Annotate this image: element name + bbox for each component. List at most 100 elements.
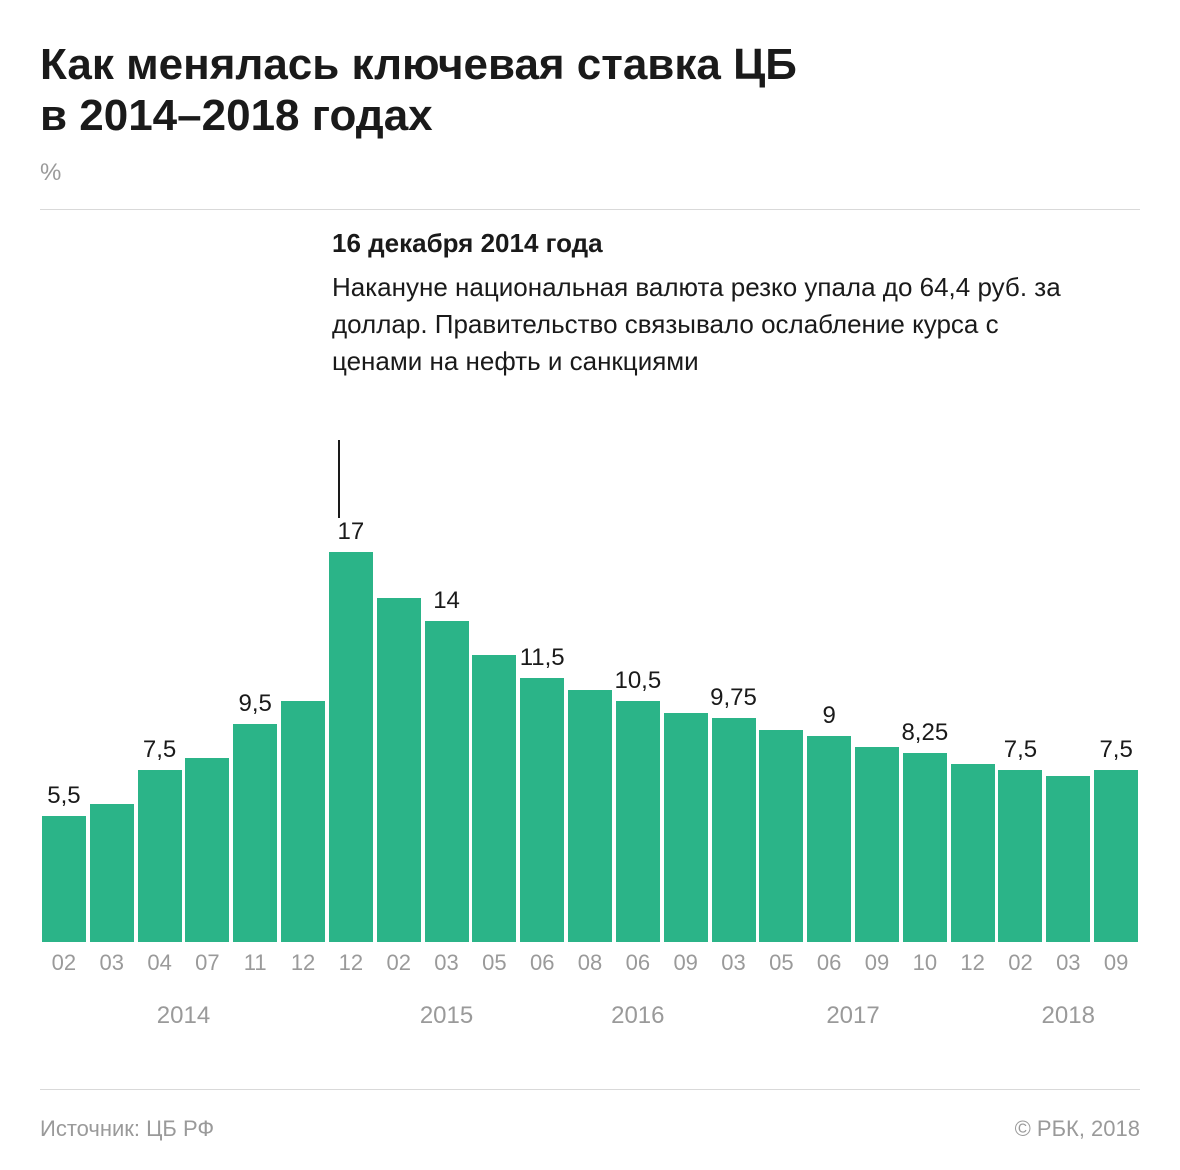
bar <box>853 747 901 942</box>
unit-label: % <box>40 159 1140 187</box>
month-label: 06 <box>518 950 566 976</box>
month-label: 04 <box>136 950 184 976</box>
bar: 9 <box>805 702 853 942</box>
title-line-1: Как менялась ключевая ставка ЦБ <box>40 40 1140 91</box>
bar <box>566 690 614 942</box>
bar-value-label: 10,5 <box>614 667 661 695</box>
bar-value-label: 7,5 <box>1099 736 1132 764</box>
bar-value-label: 8,25 <box>901 719 948 747</box>
annotation-title: 16 декабря 2014 года <box>332 228 1072 259</box>
bar-rect <box>281 701 325 942</box>
bar-value-label: 9 <box>822 702 835 730</box>
bar-rect <box>425 621 469 942</box>
bar-value-label: 7,5 <box>143 736 176 764</box>
month-label: 10 <box>901 950 949 976</box>
month-label: 02 <box>40 950 88 976</box>
month-label: 08 <box>566 950 614 976</box>
bar-rect <box>472 655 516 942</box>
bar-value-label: 7,5 <box>1004 736 1037 764</box>
bar <box>375 598 423 942</box>
bar-rect <box>377 598 421 942</box>
annotation-body: Накануне национальная валюта резко упала… <box>332 269 1072 380</box>
copyright-label: © РБК, 2018 <box>1015 1116 1140 1142</box>
month-label: 05 <box>470 950 518 976</box>
bar-value-label: 14 <box>433 587 460 615</box>
bar-rect <box>712 718 756 942</box>
year-axis: 20142015201620172018 <box>40 1002 1140 1030</box>
bar-value-label: 9,5 <box>239 690 272 718</box>
bar-rect <box>42 816 86 942</box>
bar-rect <box>855 747 899 942</box>
bar-rect <box>998 770 1042 942</box>
bar-rect <box>1094 770 1138 942</box>
bar: 7,5 <box>997 736 1045 942</box>
annotation-callout: 16 декабря 2014 года Накануне национальн… <box>332 228 1072 380</box>
bar <box>279 701 327 942</box>
bar: 8,25 <box>901 719 949 942</box>
bar: 17 <box>327 518 375 942</box>
bar <box>88 804 136 942</box>
month-label: 12 <box>279 950 327 976</box>
bar-rect <box>138 770 182 942</box>
bar: 9,75 <box>710 684 758 942</box>
bar: 10,5 <box>614 667 662 942</box>
month-label: 12 <box>949 950 997 976</box>
source-label: Источник: ЦБ РФ <box>40 1116 214 1142</box>
month-label: 02 <box>997 950 1045 976</box>
bar: 14 <box>423 587 471 942</box>
month-label: 09 <box>1092 950 1140 976</box>
bar-rect <box>616 701 660 942</box>
bar: 7,5 <box>136 736 184 942</box>
month-label: 02 <box>375 950 423 976</box>
bar-rect <box>90 804 134 942</box>
bar <box>1044 776 1092 942</box>
bar-rect <box>807 736 851 942</box>
month-axis: 0203040711121202030506080609030506091012… <box>40 950 1140 976</box>
bar: 7,5 <box>1092 736 1140 942</box>
header-divider <box>40 209 1140 210</box>
year-label: 2017 <box>710 1002 997 1030</box>
month-label: 03 <box>88 950 136 976</box>
bar <box>470 655 518 942</box>
bars-container: 5,5 7,5 9,5 17 14 11,5 10,5 9,75 9 8,25 7,5 7,5 <box>40 512 1140 942</box>
annotation-leader-line <box>338 440 340 518</box>
bar-rect <box>903 753 947 942</box>
footer-divider <box>40 1089 1140 1090</box>
bar-value-label: 5,5 <box>47 782 80 810</box>
month-label: 06 <box>614 950 662 976</box>
year-label: 2014 <box>40 1002 327 1030</box>
month-label: 05 <box>757 950 805 976</box>
bar <box>183 758 231 942</box>
bar-value-label: 11,5 <box>520 644 565 672</box>
month-label: 09 <box>853 950 901 976</box>
bar-chart: 5,57,59,5171411,510,59,7598,257,57,5 020… <box>40 512 1140 1030</box>
year-label: 2018 <box>997 1002 1140 1030</box>
title-line-2: в 2014–2018 годах <box>40 91 1140 142</box>
bar <box>757 730 805 942</box>
bar-rect <box>185 758 229 942</box>
month-label: 03 <box>423 950 471 976</box>
year-label: 2015 <box>327 1002 566 1030</box>
bar-rect <box>329 552 373 942</box>
bar-rect <box>664 713 708 942</box>
bar: 9,5 <box>231 690 279 942</box>
month-label: 12 <box>327 950 375 976</box>
bar-rect <box>233 724 277 942</box>
month-label: 06 <box>805 950 853 976</box>
year-label: 2016 <box>566 1002 709 1030</box>
bar-rect <box>759 730 803 942</box>
month-label: 09 <box>662 950 710 976</box>
bar-rect <box>520 678 564 942</box>
bar-value-label: 17 <box>338 518 365 546</box>
bar-rect <box>1046 776 1090 942</box>
chart-footer: Источник: ЦБ РФ © РБК, 2018 <box>40 1116 1140 1142</box>
month-label: 07 <box>183 950 231 976</box>
bar: 5,5 <box>40 782 88 942</box>
month-label: 03 <box>1044 950 1092 976</box>
bar-rect <box>568 690 612 942</box>
chart-title: Как менялась ключевая ставка ЦБ в 2014–2… <box>40 40 1140 141</box>
bar <box>662 713 710 942</box>
chart-page: Как менялась ключевая ставка ЦБ в 2014–2… <box>0 0 1180 1170</box>
bar-rect <box>951 764 995 942</box>
month-label: 03 <box>710 950 758 976</box>
